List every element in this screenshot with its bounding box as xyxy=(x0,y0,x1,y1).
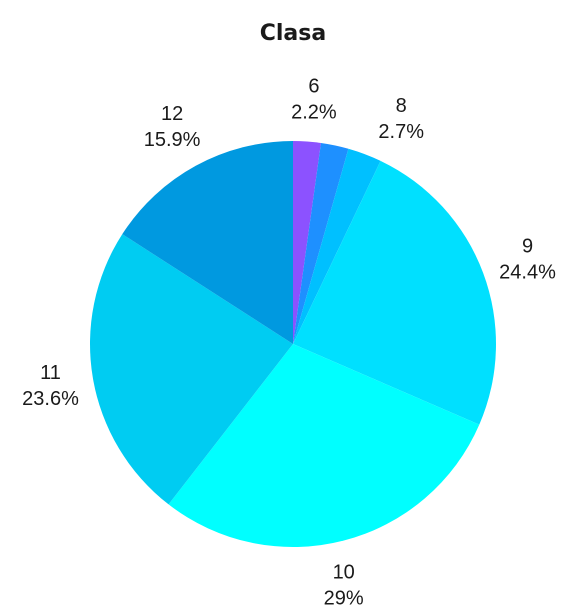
slice-percent-label-11: 23.6% xyxy=(22,388,79,410)
pie-slice-8 xyxy=(293,148,381,344)
slice-category-label-10: 10 xyxy=(333,561,355,583)
pie-labels: 6 2.2% 8 2.7% 9 24.4% 10 29% 11 23.6% 12 15.9% xyxy=(22,76,556,610)
slice-percent-label-8: 2.7% xyxy=(378,121,424,143)
pie-slice-11 xyxy=(90,234,293,505)
slice-category-label-12: 12 xyxy=(161,103,183,125)
slice-category-label-6: 6 xyxy=(308,76,319,98)
pie-slice-10 xyxy=(168,344,480,547)
slice-percent-label-9: 24.4% xyxy=(499,262,556,284)
slice-percent-label-12: 15.9% xyxy=(144,129,201,151)
pie-slices xyxy=(90,141,496,547)
slice-category-label-11: 11 xyxy=(40,362,61,384)
pie-slice-7 xyxy=(293,142,349,344)
slice-percent-label-6: 2.2% xyxy=(291,102,337,124)
slice-category-label-8: 8 xyxy=(396,95,407,117)
pie-slice-12 xyxy=(122,141,293,344)
chart-title: Clasa xyxy=(260,21,326,46)
slice-percent-label-10: 29% xyxy=(324,587,364,609)
pie-slice-9 xyxy=(293,160,496,425)
slice-category-label-9: 9 xyxy=(522,236,533,258)
pie-slice-6 xyxy=(293,141,321,344)
